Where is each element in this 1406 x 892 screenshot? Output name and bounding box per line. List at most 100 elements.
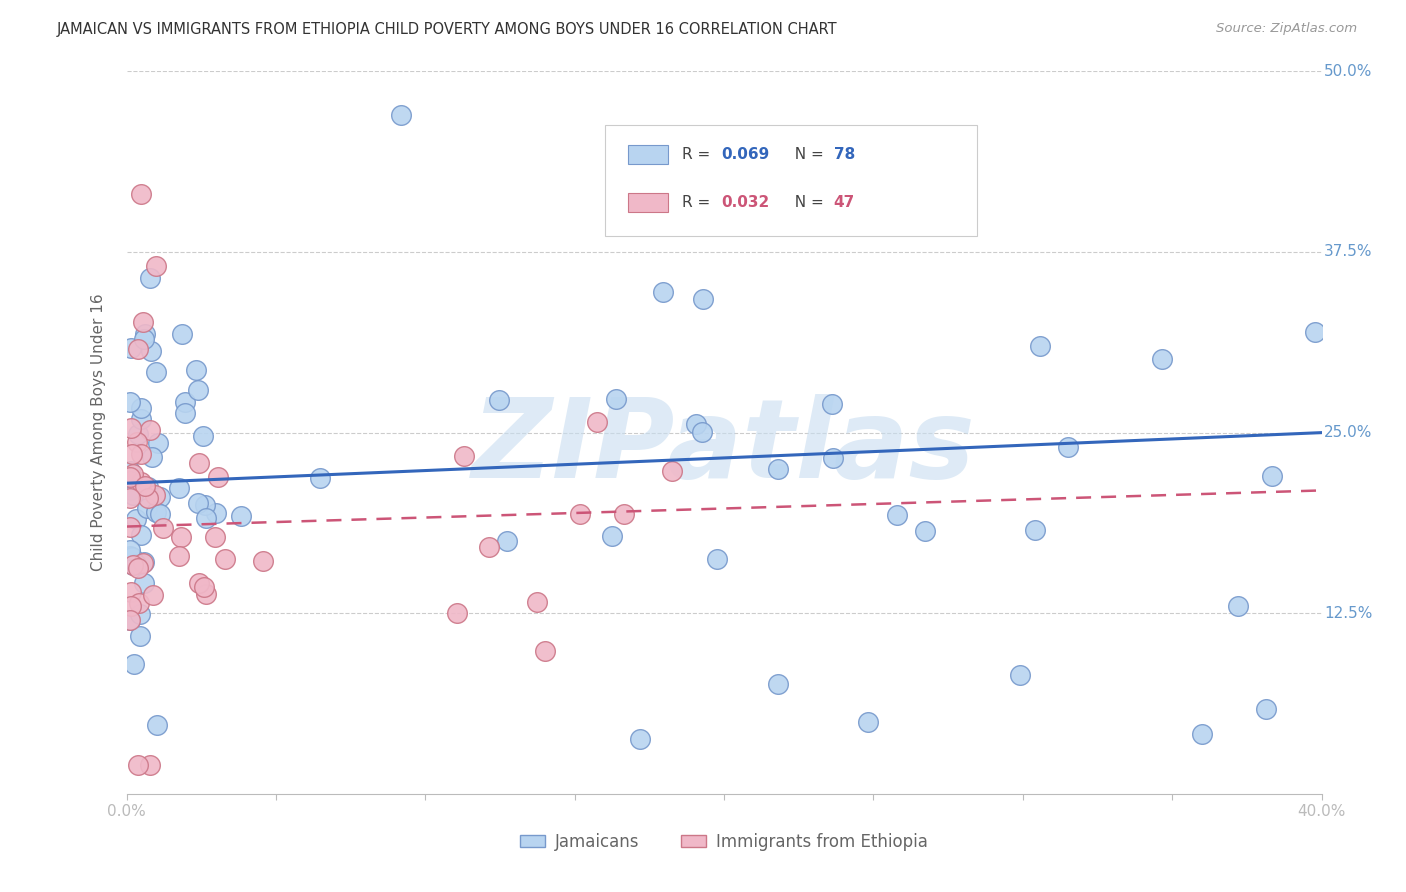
Point xyxy=(167,549,190,564)
Point xyxy=(118,549,141,564)
Point xyxy=(886,508,908,522)
Point xyxy=(122,467,145,481)
Point xyxy=(914,524,936,539)
Point xyxy=(139,758,162,772)
Point xyxy=(118,470,141,484)
Text: ZIPatlas: ZIPatlas xyxy=(472,393,976,500)
Y-axis label: Child Poverty Among Boys Under 16: Child Poverty Among Boys Under 16 xyxy=(91,293,105,572)
Text: R =: R = xyxy=(682,147,716,161)
Point xyxy=(120,599,142,613)
Text: 78: 78 xyxy=(834,147,855,161)
Point xyxy=(1056,440,1078,454)
Point xyxy=(169,530,191,544)
Point xyxy=(446,606,468,620)
Point xyxy=(685,417,707,432)
Point xyxy=(127,560,149,574)
Point xyxy=(692,292,714,306)
Point xyxy=(122,558,145,572)
Point xyxy=(1010,668,1032,682)
Point xyxy=(207,470,229,484)
Point xyxy=(141,450,163,464)
Point xyxy=(120,491,142,506)
Point xyxy=(617,216,640,230)
Point xyxy=(453,449,475,463)
Point xyxy=(145,365,167,379)
Point xyxy=(146,435,169,450)
Point xyxy=(252,554,274,568)
Point xyxy=(141,343,163,358)
Point xyxy=(118,483,141,497)
Point xyxy=(796,165,818,179)
Point xyxy=(121,549,143,564)
Point xyxy=(193,580,215,594)
Point xyxy=(122,657,145,672)
Point xyxy=(120,421,142,435)
Point xyxy=(127,758,149,772)
Text: 25.0%: 25.0% xyxy=(1324,425,1372,440)
Point xyxy=(856,714,879,729)
Text: N =: N = xyxy=(785,147,828,161)
Point xyxy=(132,556,155,570)
Point xyxy=(118,543,141,558)
Point xyxy=(569,507,592,521)
Point xyxy=(1024,523,1046,537)
Point xyxy=(628,731,651,746)
Point xyxy=(134,575,156,590)
Point xyxy=(145,717,167,731)
Point xyxy=(127,434,149,449)
Text: JAMAICAN VS IMMIGRANTS FROM ETHIOPIA CHILD POVERTY AMONG BOYS UNDER 16 CORRELATI: JAMAICAN VS IMMIGRANTS FROM ETHIOPIA CHI… xyxy=(56,22,837,37)
Point xyxy=(134,326,156,341)
Point xyxy=(174,406,197,420)
Point xyxy=(605,392,627,407)
Point xyxy=(143,487,166,501)
Text: 50.0%: 50.0% xyxy=(1324,64,1372,78)
Point xyxy=(120,342,142,356)
Point xyxy=(118,464,141,478)
Point xyxy=(167,481,190,495)
Point xyxy=(1226,599,1249,613)
Point xyxy=(172,326,194,341)
Point xyxy=(118,474,141,488)
Point xyxy=(149,491,172,505)
Legend: Jamaicans, Immigrants from Ethiopia: Jamaicans, Immigrants from Ethiopia xyxy=(513,827,935,858)
Point xyxy=(127,426,149,441)
Text: 12.5%: 12.5% xyxy=(1324,606,1372,621)
Point xyxy=(125,558,148,572)
Point xyxy=(122,488,145,502)
Text: R =: R = xyxy=(682,195,716,210)
Point xyxy=(309,470,332,484)
Point xyxy=(132,316,155,330)
Point xyxy=(194,587,217,601)
Point xyxy=(496,534,519,549)
Point xyxy=(1261,468,1284,483)
Point xyxy=(118,613,141,627)
Text: 0.069: 0.069 xyxy=(721,147,769,161)
Point xyxy=(145,260,167,274)
Point xyxy=(149,507,172,521)
Point xyxy=(195,510,218,524)
Point xyxy=(129,475,152,490)
Point xyxy=(1303,325,1326,339)
Text: 37.5%: 37.5% xyxy=(1324,244,1372,260)
Point xyxy=(661,464,683,478)
Point xyxy=(651,285,673,300)
Point xyxy=(821,450,844,465)
Point xyxy=(478,540,501,554)
Point xyxy=(120,584,142,599)
Point xyxy=(138,271,160,285)
Point xyxy=(131,447,153,461)
Point xyxy=(134,479,156,493)
Point xyxy=(121,447,143,461)
Point xyxy=(131,187,153,202)
Point xyxy=(152,521,174,535)
Point xyxy=(136,480,159,494)
Point xyxy=(136,491,159,505)
Text: Source: ZipAtlas.com: Source: ZipAtlas.com xyxy=(1216,22,1357,36)
Point xyxy=(145,505,167,519)
Point xyxy=(706,551,728,566)
Point xyxy=(129,607,152,622)
Text: 0.032: 0.032 xyxy=(721,195,769,210)
Point xyxy=(205,506,228,520)
Point xyxy=(391,108,413,122)
Point xyxy=(204,530,226,544)
